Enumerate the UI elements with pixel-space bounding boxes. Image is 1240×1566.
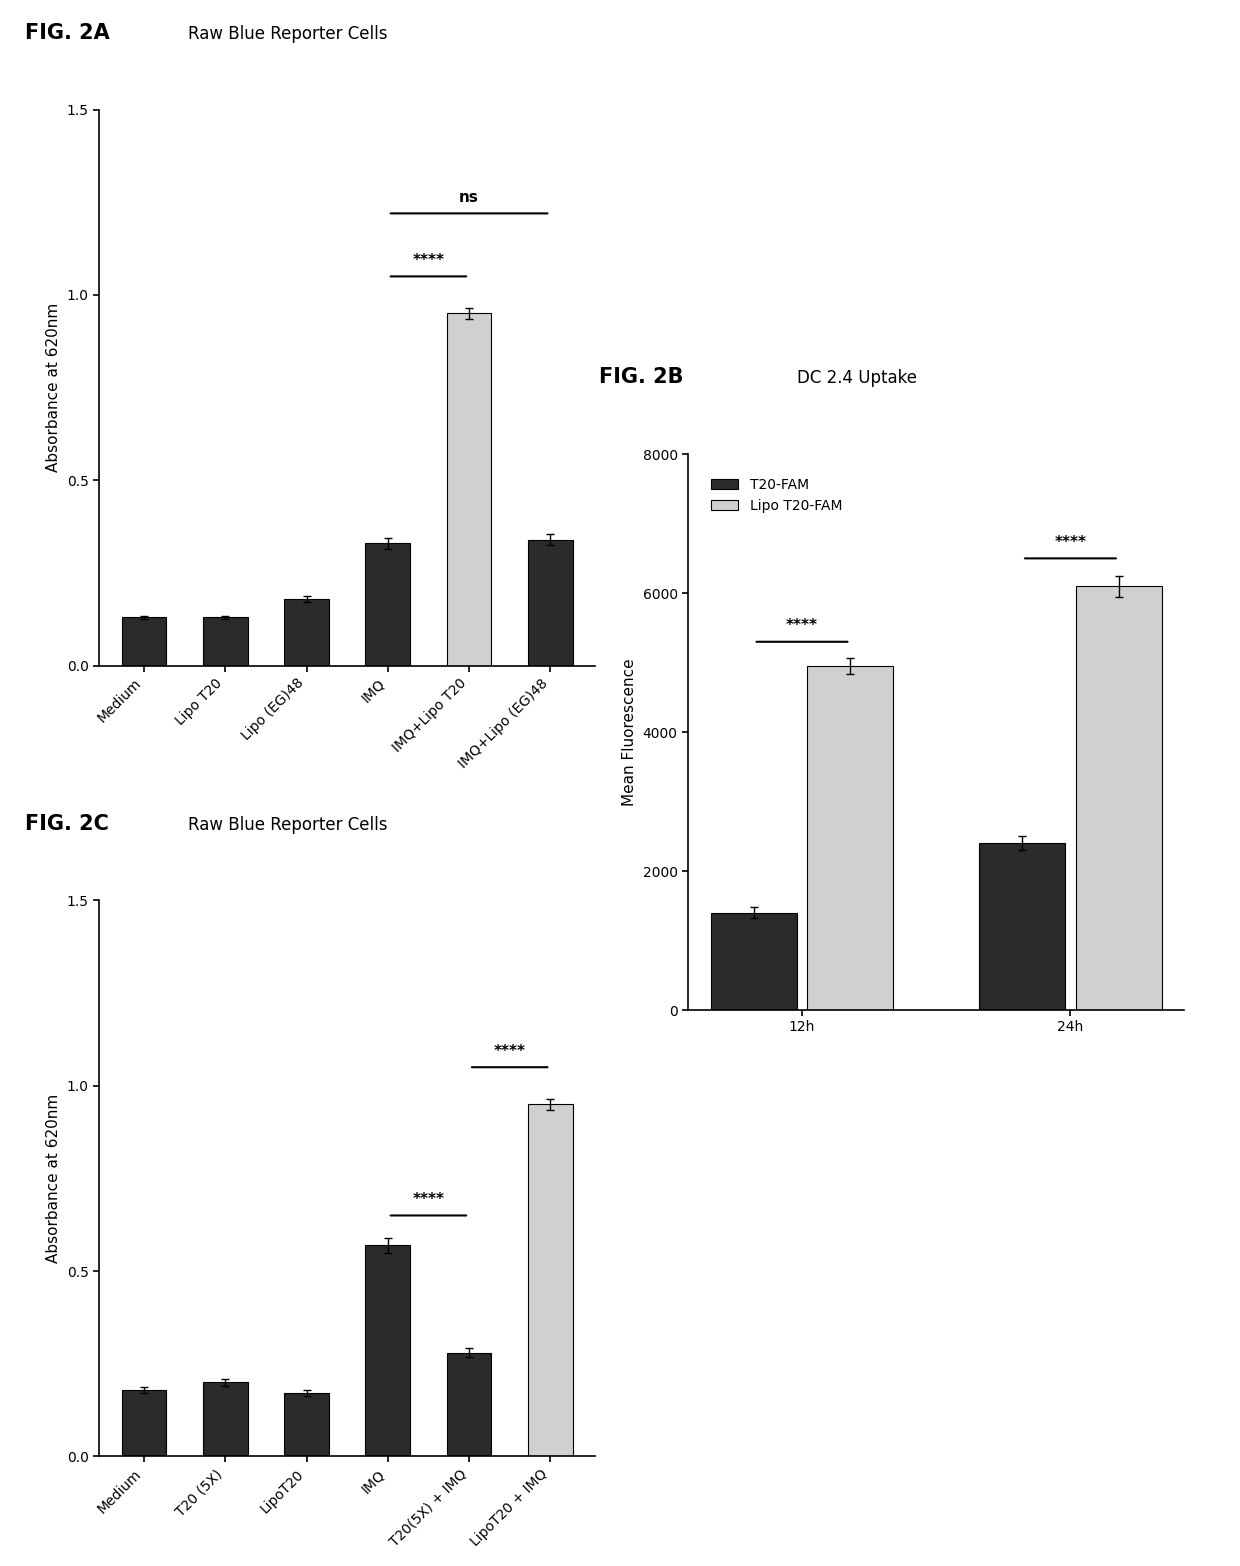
Text: FIG. 2A: FIG. 2A <box>25 23 109 42</box>
Bar <box>122 617 166 666</box>
Text: DC 2.4 Uptake: DC 2.4 Uptake <box>797 370 918 387</box>
Y-axis label: Absorbance at 620nm: Absorbance at 620nm <box>46 1093 61 1264</box>
Bar <box>528 1104 573 1456</box>
Bar <box>446 1353 491 1456</box>
Text: ns: ns <box>459 189 479 205</box>
Bar <box>284 598 329 666</box>
Bar <box>711 913 796 1010</box>
Bar <box>1076 586 1162 1010</box>
Text: ****: **** <box>786 619 818 633</box>
Legend: T20-FAM, Lipo T20-FAM: T20-FAM, Lipo T20-FAM <box>706 473 848 518</box>
Bar <box>807 666 893 1010</box>
Text: ****: **** <box>413 1192 444 1207</box>
Text: Raw Blue Reporter Cells: Raw Blue Reporter Cells <box>188 816 388 833</box>
Text: Raw Blue Reporter Cells: Raw Blue Reporter Cells <box>188 25 388 42</box>
Bar <box>980 843 1065 1010</box>
Bar <box>366 543 410 666</box>
Bar <box>284 1394 329 1456</box>
Text: ****: **** <box>1054 536 1086 550</box>
Y-axis label: Absorbance at 620nm: Absorbance at 620nm <box>46 302 61 473</box>
Bar <box>446 313 491 666</box>
Text: FIG. 2B: FIG. 2B <box>599 368 683 387</box>
Bar <box>122 1389 166 1456</box>
Text: FIG. 2C: FIG. 2C <box>25 814 109 833</box>
Bar <box>528 540 573 666</box>
Y-axis label: Mean Fluorescence: Mean Fluorescence <box>622 658 637 806</box>
Bar <box>203 1383 248 1456</box>
Text: ****: **** <box>494 1045 526 1059</box>
Bar <box>366 1245 410 1456</box>
Bar <box>203 617 248 666</box>
Text: ****: **** <box>413 254 444 268</box>
